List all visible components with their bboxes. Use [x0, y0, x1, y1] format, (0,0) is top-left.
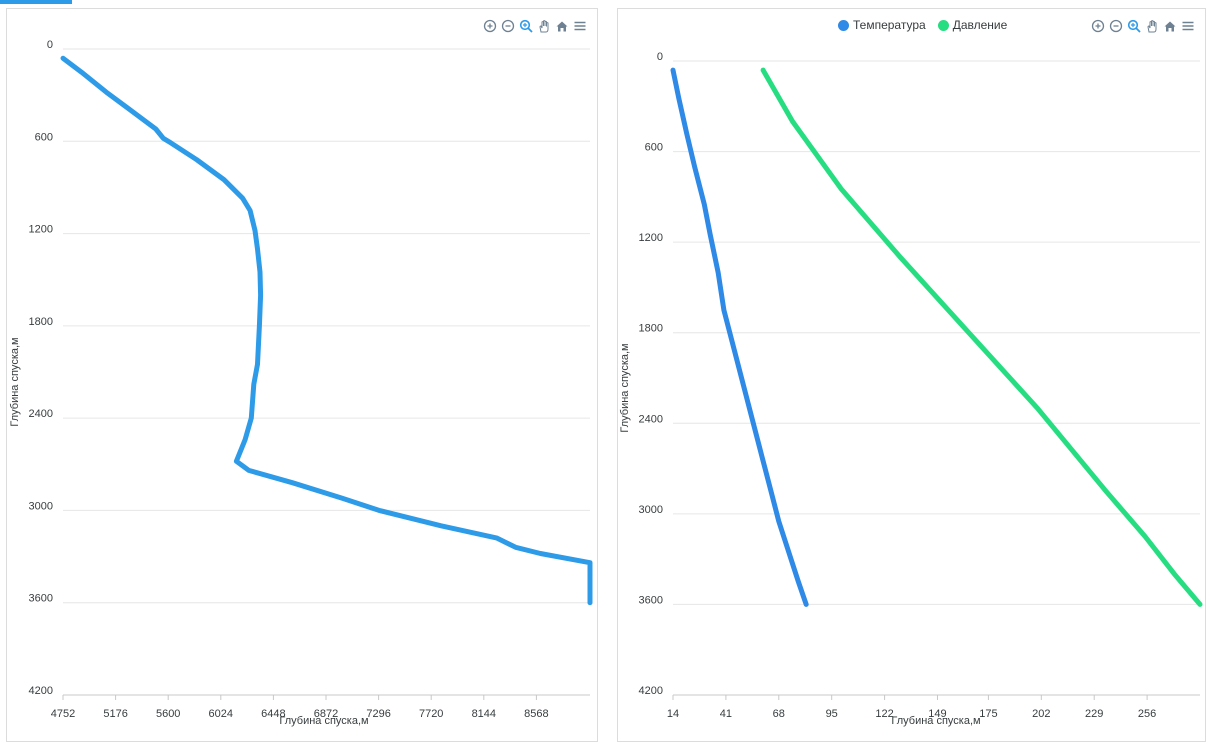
menu-icon[interactable] [1181, 19, 1195, 33]
y-tick-label: 1200 [29, 224, 53, 236]
x-tick-label: 8568 [524, 708, 548, 720]
zoom-out-icon[interactable] [1109, 19, 1123, 33]
legend-item-pressure[interactable]: Давление [937, 18, 1008, 32]
x-tick-label: 6024 [209, 708, 233, 720]
y-axis-title: Глубина спуска,м [619, 343, 631, 432]
y-tick-label: 600 [645, 142, 663, 154]
series-line-pressure[interactable] [760, 67, 1203, 607]
chart-toolbar [1091, 19, 1195, 33]
y-tick-label: 4200 [639, 685, 663, 697]
menu-icon[interactable] [573, 19, 587, 33]
legend-item-temperature[interactable]: Температура [838, 18, 926, 32]
x-tick-label: 41 [720, 708, 732, 720]
pan-hand-icon[interactable] [1145, 19, 1159, 33]
x-tick-label: 122 [875, 708, 893, 720]
y-tick-label: 1800 [29, 316, 53, 328]
x-tick-label: 6448 [261, 708, 285, 720]
legend-marker [838, 19, 849, 31]
zoom-in-icon[interactable] [1091, 19, 1105, 33]
y-tick-label: 2400 [29, 408, 53, 420]
x-tick-label: 229 [1085, 708, 1103, 720]
chart-panel-depth: 0 600 1200 1800 2400 3000 3600 4200 4752 5176 5600… [6, 8, 598, 742]
pan-hand-icon[interactable] [537, 19, 551, 33]
y-tick-label: 2400 [639, 413, 663, 425]
legend-label: Давление [952, 18, 1008, 32]
x-tick-label: 6872 [314, 708, 338, 720]
series-line[interactable] [60, 55, 593, 606]
x-tick-label: 149 [928, 708, 946, 720]
x-axis-title: Глубина спуска,м [279, 715, 368, 727]
top-accent-bar [0, 0, 72, 4]
selection-zoom-icon[interactable] [519, 19, 533, 33]
chart-panel-temp-pressure: Температура Давление 0 600 1200 1800 2400 3000… [617, 8, 1206, 742]
x-tick-label: 202 [1032, 708, 1050, 720]
y-axis-title: Глубина спуска,м [9, 337, 21, 426]
legend-marker [937, 19, 949, 31]
x-tick-label: 7720 [419, 708, 443, 720]
y-tick-label: 3600 [639, 594, 663, 606]
x-tick-label: 256 [1138, 708, 1156, 720]
y-tick-label: 1800 [639, 323, 663, 335]
y-tick-label: 3000 [639, 504, 663, 516]
chart-legend: Температура Давление [838, 18, 1007, 32]
x-tick-label: 95 [826, 708, 838, 720]
x-tick-label: 5600 [156, 708, 180, 720]
temperature-pressure-chart[interactable]: 0 600 1200 1800 2400 3000 3600 4200 14 41 68 95 122 1… [618, 9, 1207, 743]
depth-chart[interactable]: 0 600 1200 1800 2400 3000 3600 4200 4752 5176 5600… [7, 9, 599, 743]
y-tick-label: 4200 [29, 685, 53, 697]
y-tick-label: 600 [35, 131, 53, 143]
y-tick-label: 0 [47, 39, 53, 51]
x-tick-label: 175 [979, 708, 997, 720]
series-line-temperature[interactable] [670, 67, 809, 607]
legend-label: Температура [853, 18, 926, 32]
y-tick-label: 1200 [639, 232, 663, 244]
x-tick-label: 8144 [472, 708, 496, 720]
chart-toolbar [483, 19, 587, 33]
zoom-out-icon[interactable] [501, 19, 515, 33]
y-tick-label: 0 [657, 51, 663, 63]
zoom-in-icon[interactable] [483, 19, 497, 33]
home-icon[interactable] [1163, 19, 1177, 33]
y-tick-label: 3600 [29, 593, 53, 605]
x-tick-label: 5176 [103, 708, 127, 720]
x-axis-title: Глубина спуска,м [891, 715, 980, 727]
selection-zoom-icon[interactable] [1127, 19, 1141, 33]
home-icon[interactable] [555, 19, 569, 33]
x-tick-label: 68 [773, 708, 785, 720]
x-tick-label: 4752 [51, 708, 75, 720]
x-tick-label: 14 [667, 708, 679, 720]
x-tick-label: 7296 [366, 708, 390, 720]
y-tick-label: 3000 [29, 500, 53, 512]
